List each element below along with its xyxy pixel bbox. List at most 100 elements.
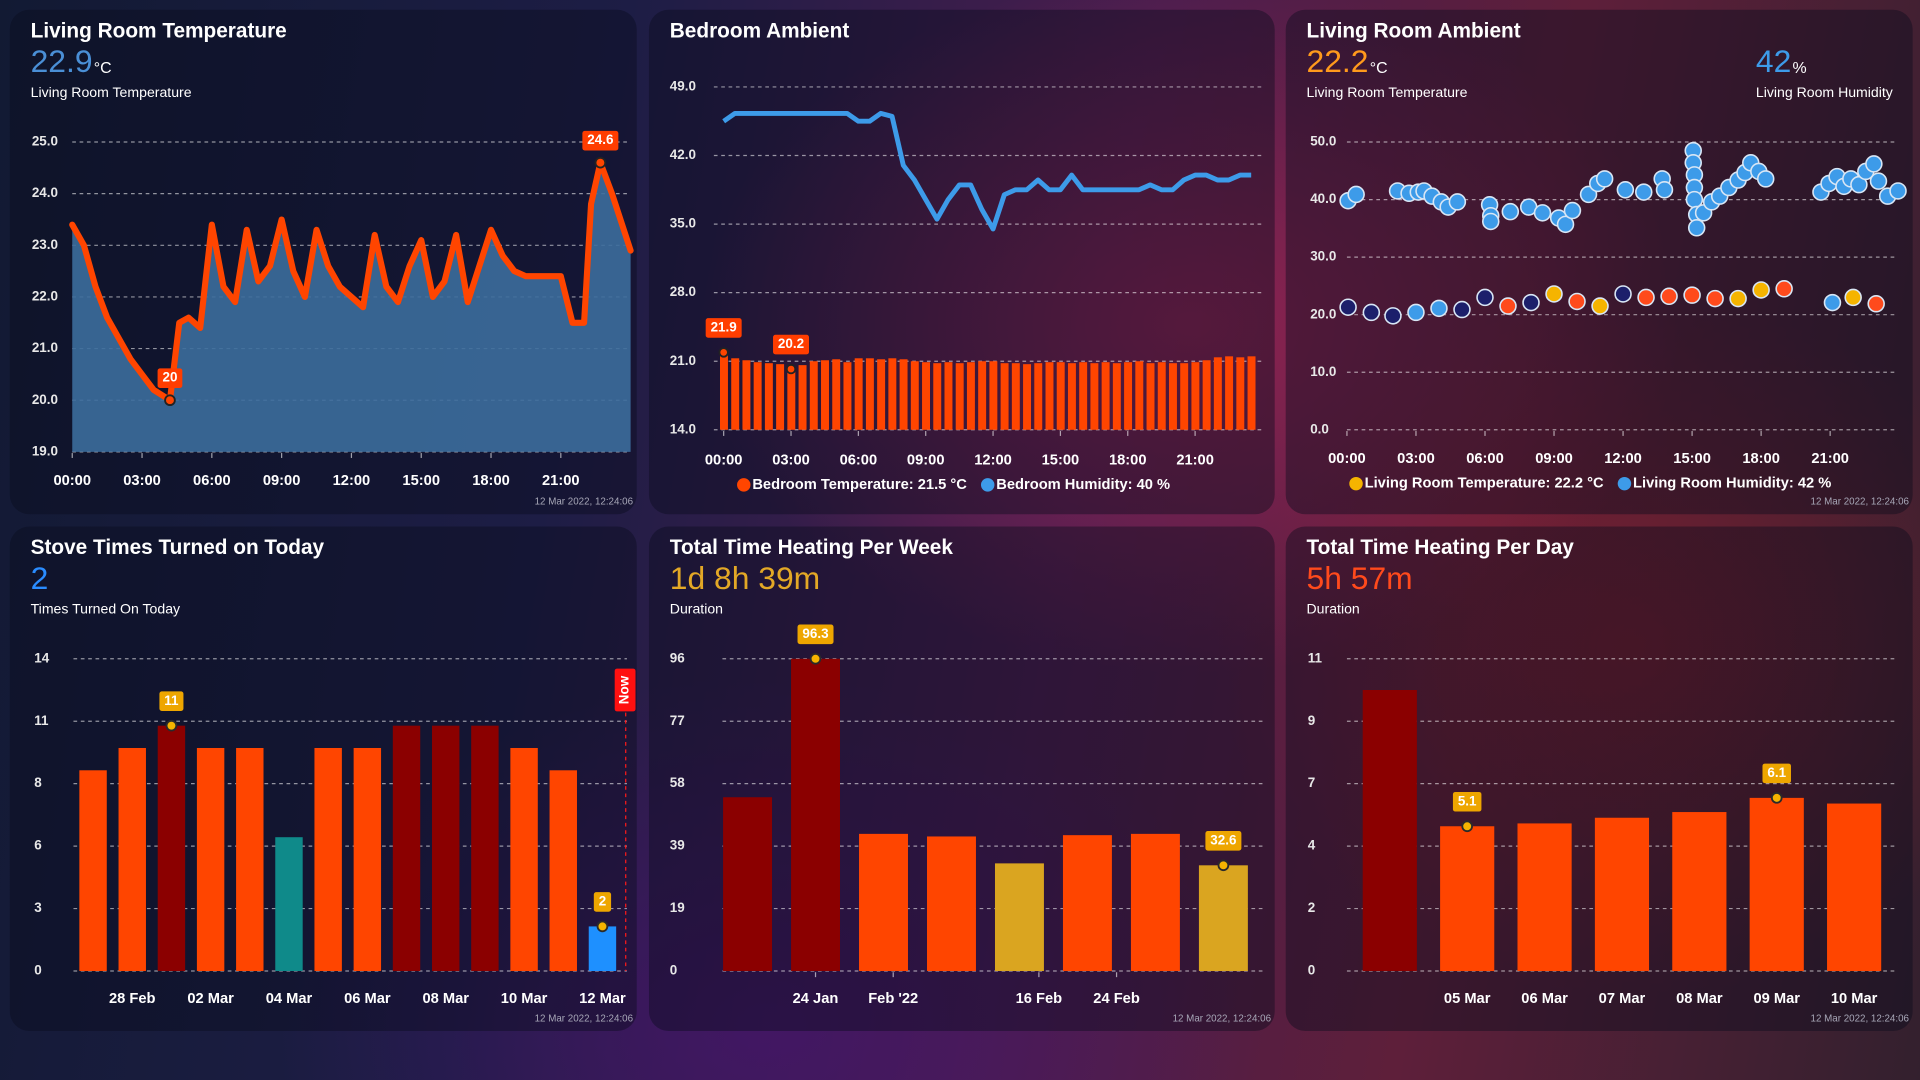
point-label: 6.1 — [1767, 765, 1786, 780]
x-tick-label: 06 Mar — [344, 991, 391, 1007]
y-tick-label: 9 — [1308, 713, 1315, 728]
point-marker — [718, 347, 729, 358]
legend-marker — [1349, 476, 1363, 491]
y-tick-label: 21.0 — [670, 353, 696, 368]
bar — [1000, 363, 1009, 430]
y-tick-label: 4 — [1308, 838, 1316, 853]
point-marker — [1770, 792, 1783, 804]
y-tick-label: 49.0 — [670, 79, 696, 94]
point — [1407, 303, 1425, 322]
point — [1595, 170, 1614, 188]
card-title: Stove Times Turned on Today — [31, 536, 325, 559]
timestamp: 12 Mar 2022, 12:24:06 — [1811, 1013, 1910, 1024]
bar — [1130, 833, 1180, 972]
y-tick-label: 50.0 — [1310, 134, 1336, 149]
x-tick-label: 09 Mar — [1753, 991, 1800, 1007]
x-tick-label: 16 Feb — [1016, 991, 1063, 1007]
legend-marker — [1617, 476, 1632, 491]
x-tick-label: 10 Mar — [1831, 991, 1878, 1007]
point — [1522, 293, 1540, 312]
bar — [1202, 360, 1211, 430]
point — [1889, 182, 1907, 200]
bar — [1045, 362, 1054, 430]
x-tick-label: 15:00 — [402, 473, 440, 489]
x-tick-label: 12:00 — [333, 473, 371, 489]
line — [722, 110, 1252, 232]
state-value: 42 — [1756, 43, 1791, 79]
bar — [1079, 362, 1088, 430]
timestamp: 12 Mar 2022, 12:24:06 — [1173, 1013, 1272, 1024]
point — [1756, 170, 1775, 188]
point — [1823, 293, 1842, 312]
y-tick-label: 14 — [34, 650, 49, 665]
state-label: Times Turned On Today — [31, 601, 181, 617]
bar — [1440, 826, 1495, 972]
bar — [1011, 363, 1020, 430]
x-tick-label: 04 Mar — [266, 991, 313, 1007]
bar — [809, 361, 818, 430]
y-tick-label: 0 — [670, 963, 677, 978]
timestamp: 12 Mar 2022, 12:24:06 — [535, 1013, 634, 1024]
x-tick-label: 00:00 — [705, 452, 743, 468]
bar — [899, 359, 908, 430]
point — [1481, 212, 1500, 231]
y-tick-label: 24.0 — [32, 185, 58, 200]
point-label-box — [773, 334, 810, 355]
x-tick-label: 12 Mar — [579, 991, 626, 1007]
bar — [933, 363, 942, 430]
point — [1362, 303, 1381, 322]
y-tick-label: 39 — [670, 838, 685, 853]
card-title: Total Time Heating Per Week — [670, 536, 954, 559]
bar — [877, 359, 886, 430]
point-marker — [785, 363, 797, 375]
bar — [843, 362, 852, 430]
y-tick-label: 28.0 — [670, 284, 696, 299]
y-tick-label: 96 — [670, 650, 685, 665]
point-marker — [164, 394, 176, 407]
bar — [1749, 797, 1804, 972]
bar — [723, 797, 773, 972]
y-tick-label: 77 — [670, 713, 685, 728]
y-tick-label: 22.0 — [32, 289, 58, 304]
bar — [859, 833, 908, 972]
card-title: Living Room Ambient — [1307, 19, 1521, 42]
bar — [1101, 362, 1110, 430]
point-label: 20.2 — [778, 336, 804, 351]
point-label: 5.1 — [1458, 793, 1477, 808]
state-value: 22.9 — [31, 43, 93, 79]
bar — [1672, 812, 1727, 972]
point — [1556, 215, 1575, 234]
y-tick-label: 23.0 — [32, 237, 58, 252]
y-tick-label: 0 — [1308, 963, 1315, 978]
x-tick-label: 10 Mar — [501, 991, 548, 1007]
x-tick-label: 00:00 — [53, 473, 91, 489]
point-label-box — [1205, 831, 1242, 851]
x-tick-label: 21:00 — [1176, 452, 1214, 468]
x-tick-label: 03:00 — [123, 473, 161, 489]
point-label: 11 — [164, 693, 179, 708]
point — [1844, 288, 1862, 307]
y-tick-label: 20.0 — [1310, 306, 1336, 321]
card — [1285, 9, 1913, 515]
card-title: Living Room Temperature — [31, 19, 287, 42]
y-tick-label: 11 — [34, 713, 49, 728]
point-label-box — [157, 368, 183, 388]
y-tick-label: 10.0 — [1310, 364, 1336, 379]
state-label: Duration — [1307, 601, 1360, 617]
x-tick-label: 28 Feb — [109, 991, 156, 1007]
x-tick-label: 06 Mar — [1521, 991, 1568, 1007]
y-tick-label: 19 — [670, 900, 685, 915]
bar — [1157, 362, 1166, 430]
point — [1867, 295, 1885, 313]
state-value: 22.2 — [1307, 43, 1369, 79]
state-label: Living Room Humidity — [1756, 84, 1894, 100]
point-label: 24.6 — [587, 132, 613, 147]
bar — [832, 359, 841, 430]
point-label-box — [593, 892, 612, 912]
y-tick-label: 30.0 — [1310, 249, 1336, 264]
x-tick-label: 06:00 — [1466, 451, 1504, 467]
point-label: 32.6 — [1210, 832, 1236, 847]
x-tick-label: 08 Mar — [1676, 991, 1723, 1007]
point-label-box — [1452, 791, 1482, 812]
